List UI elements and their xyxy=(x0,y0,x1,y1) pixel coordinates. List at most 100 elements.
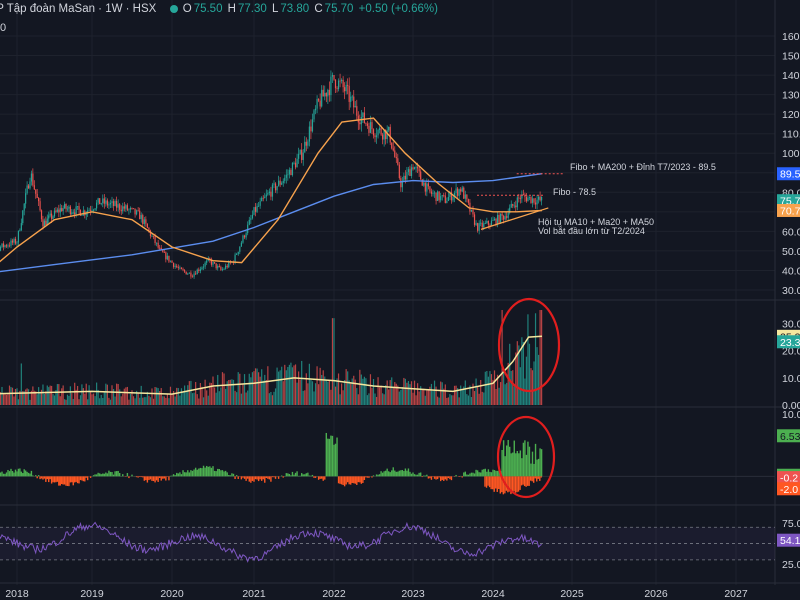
candle-body xyxy=(307,141,309,146)
open-value: 75.50 xyxy=(193,3,223,15)
volume-bar xyxy=(10,387,12,405)
macd-bar xyxy=(353,476,355,484)
volume-bar xyxy=(453,385,456,405)
volume-bar xyxy=(359,369,361,405)
volume-bar xyxy=(417,383,419,405)
volume-bar xyxy=(515,352,517,405)
candle-body xyxy=(48,215,50,219)
macd-bar xyxy=(154,476,156,483)
candle-body xyxy=(19,230,21,231)
macd-bar xyxy=(280,475,283,477)
volume-bar xyxy=(23,391,25,405)
volume-bar xyxy=(38,387,40,405)
volume-bar xyxy=(48,387,50,405)
candle-body xyxy=(79,209,82,216)
volume-bar xyxy=(357,394,359,405)
volume-bar xyxy=(285,370,287,405)
volume-bar xyxy=(516,341,518,405)
candle-body xyxy=(89,209,92,211)
macd-bar xyxy=(8,471,11,477)
candle-body xyxy=(319,100,321,107)
volume-bar xyxy=(470,397,473,405)
macd-bar xyxy=(384,470,387,477)
macd-bar xyxy=(35,475,37,477)
candle-body xyxy=(391,142,393,149)
macd-bar xyxy=(511,476,514,494)
candle-body xyxy=(166,255,168,260)
candle-body xyxy=(99,198,101,205)
macd-bar xyxy=(299,475,301,477)
time-axis[interactable]: 2018 2019 2020 2021 2022 2023 2024 2025 2026 2027 xyxy=(5,588,748,600)
candle-body xyxy=(268,191,270,194)
candle-body xyxy=(274,183,277,191)
macd-bar xyxy=(310,475,312,477)
candle-body xyxy=(206,260,208,263)
macd-bar xyxy=(531,476,533,482)
macd-bar xyxy=(327,438,329,477)
volume-bar xyxy=(271,395,274,405)
macd-histogram xyxy=(0,432,775,495)
candle-body xyxy=(347,84,349,86)
candle-body xyxy=(271,184,274,197)
price-tick-label: 110.00 xyxy=(782,129,800,141)
volume-bar xyxy=(76,385,79,405)
volume-bar xyxy=(254,368,257,405)
candle-body xyxy=(43,220,46,227)
macd-bar xyxy=(507,476,509,493)
volume-bar xyxy=(518,345,520,405)
macd-label-text: -0.2 xyxy=(780,473,798,485)
macd-bar xyxy=(183,472,186,477)
macd-bar xyxy=(76,476,79,484)
volume-bar xyxy=(88,385,90,405)
candle-body xyxy=(433,192,436,194)
candle-body xyxy=(56,209,58,212)
candle-body xyxy=(198,269,200,271)
macd-bar xyxy=(455,474,457,477)
volume-bar xyxy=(53,395,56,405)
candle-body xyxy=(61,208,63,212)
candle-body xyxy=(39,201,41,211)
macd-bar xyxy=(508,476,511,492)
symbol-title[interactable]: CP Tập đoàn MaSan · 1W · HSX xyxy=(0,3,157,15)
macd-bar xyxy=(322,476,324,481)
macd-bar xyxy=(340,476,343,485)
candle-body xyxy=(400,178,402,188)
volume-bar xyxy=(460,385,462,405)
volume-bar xyxy=(375,396,378,405)
candle-body xyxy=(496,214,499,225)
candle-body xyxy=(20,223,22,231)
price-tick-label: 100.00 xyxy=(782,148,800,160)
macd-bar xyxy=(406,470,408,477)
candle-body xyxy=(63,204,66,209)
macd-bar xyxy=(412,472,414,477)
volume-bar xyxy=(89,391,92,405)
candle-body xyxy=(464,194,466,199)
macd-bar xyxy=(146,476,149,483)
candle-body xyxy=(228,261,230,268)
volume-bar xyxy=(209,382,211,405)
volume-bar xyxy=(484,371,486,405)
candle-body xyxy=(478,223,480,231)
macd-bar xyxy=(435,476,437,480)
candle-body xyxy=(513,205,515,207)
macd-bar xyxy=(446,476,448,481)
volume-bar xyxy=(258,372,260,405)
candle-body xyxy=(308,126,310,142)
volume-bar xyxy=(75,389,77,405)
volume-bar xyxy=(225,388,227,405)
candle-body xyxy=(179,267,181,269)
macd-bar xyxy=(185,472,187,477)
macd-bar xyxy=(505,476,508,491)
macd-bar xyxy=(240,476,243,480)
volume-bar xyxy=(345,369,347,405)
grid-lines xyxy=(0,0,775,585)
candle-body xyxy=(298,153,300,159)
market-status-icon xyxy=(169,4,178,13)
macd-bar xyxy=(48,476,50,483)
volume-bar xyxy=(284,364,286,405)
volume-bar xyxy=(55,390,57,405)
macd-bar xyxy=(49,476,51,480)
macd-bar xyxy=(536,476,538,482)
macd-bar xyxy=(311,474,314,477)
